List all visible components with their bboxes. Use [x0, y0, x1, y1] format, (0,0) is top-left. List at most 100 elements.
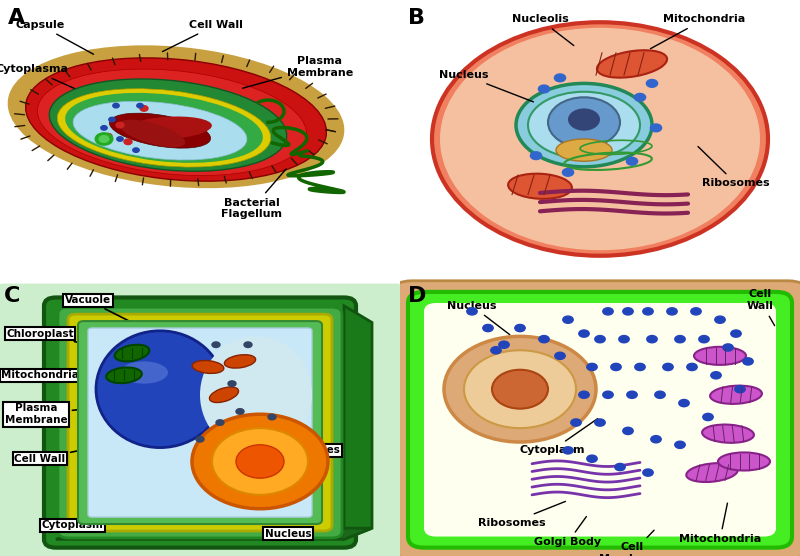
Circle shape: [530, 152, 542, 160]
Circle shape: [702, 414, 714, 420]
Circle shape: [104, 133, 112, 139]
Circle shape: [244, 342, 252, 348]
Circle shape: [622, 427, 634, 435]
Circle shape: [466, 307, 477, 315]
Ellipse shape: [686, 463, 738, 482]
Circle shape: [646, 80, 658, 87]
Circle shape: [627, 391, 638, 398]
Circle shape: [594, 335, 606, 342]
Ellipse shape: [694, 347, 746, 365]
Ellipse shape: [50, 79, 286, 171]
FancyBboxPatch shape: [408, 292, 792, 548]
Text: Mitochondria: Mitochondria: [679, 503, 761, 544]
Text: Chloroplast: Chloroplast: [6, 329, 86, 344]
Ellipse shape: [508, 173, 572, 199]
Circle shape: [674, 335, 685, 342]
Circle shape: [124, 139, 132, 145]
Ellipse shape: [210, 387, 238, 403]
Circle shape: [192, 414, 328, 509]
Circle shape: [95, 133, 113, 145]
Circle shape: [116, 122, 124, 128]
Circle shape: [578, 391, 589, 398]
Ellipse shape: [200, 336, 312, 453]
Circle shape: [499, 341, 509, 348]
Circle shape: [651, 436, 662, 443]
Ellipse shape: [8, 45, 344, 188]
Circle shape: [538, 85, 550, 93]
Circle shape: [117, 137, 123, 141]
Text: C: C: [4, 286, 20, 306]
Circle shape: [492, 370, 548, 409]
Text: Cell
Membrane: Cell Membrane: [599, 530, 665, 556]
Text: D: D: [408, 286, 426, 306]
Circle shape: [643, 469, 654, 476]
Circle shape: [228, 381, 236, 386]
FancyBboxPatch shape: [44, 297, 356, 548]
Circle shape: [734, 386, 746, 393]
Circle shape: [562, 447, 573, 454]
Text: Nucleolis: Nucleolis: [512, 14, 574, 46]
Text: A: A: [8, 8, 26, 28]
Circle shape: [268, 414, 276, 420]
Text: Cell Wall: Cell Wall: [162, 20, 243, 52]
Ellipse shape: [106, 368, 142, 383]
Circle shape: [490, 347, 501, 354]
Circle shape: [699, 335, 710, 342]
Text: Golgi Body: Golgi Body: [534, 517, 602, 547]
Polygon shape: [56, 528, 372, 539]
Circle shape: [626, 157, 638, 165]
Text: Nucleus: Nucleus: [447, 301, 510, 335]
Circle shape: [216, 420, 224, 425]
FancyBboxPatch shape: [88, 328, 312, 517]
Circle shape: [578, 330, 589, 337]
Circle shape: [101, 126, 107, 130]
Circle shape: [654, 391, 666, 398]
Circle shape: [619, 335, 630, 342]
Text: Nucleus: Nucleus: [265, 508, 311, 539]
Text: Vacuole: Vacuole: [65, 295, 130, 321]
Ellipse shape: [120, 361, 168, 384]
Circle shape: [634, 93, 646, 101]
Text: Cytoplasm: Cytoplasm: [41, 507, 118, 530]
Circle shape: [555, 353, 565, 360]
Circle shape: [710, 371, 722, 379]
Text: Plasma
Membrane: Plasma Membrane: [5, 404, 86, 425]
Circle shape: [731, 330, 742, 337]
Circle shape: [586, 364, 597, 370]
Circle shape: [611, 364, 622, 370]
Circle shape: [113, 103, 119, 108]
Ellipse shape: [26, 58, 326, 181]
FancyBboxPatch shape: [78, 321, 322, 524]
Circle shape: [690, 307, 701, 315]
Circle shape: [137, 103, 143, 108]
Circle shape: [548, 97, 620, 147]
Circle shape: [140, 106, 148, 111]
Circle shape: [464, 350, 576, 428]
Circle shape: [515, 325, 526, 331]
Circle shape: [483, 325, 493, 331]
Circle shape: [594, 419, 606, 426]
Ellipse shape: [114, 345, 150, 361]
Circle shape: [109, 117, 115, 122]
FancyBboxPatch shape: [68, 314, 332, 531]
Ellipse shape: [38, 69, 306, 176]
Circle shape: [236, 409, 244, 414]
Ellipse shape: [96, 331, 224, 448]
Ellipse shape: [528, 92, 640, 158]
Circle shape: [635, 364, 646, 370]
Text: Cytoplasma: Cytoplasma: [0, 64, 86, 93]
Text: B: B: [408, 8, 425, 28]
Circle shape: [440, 28, 760, 250]
Text: Ribosomes: Ribosomes: [478, 502, 566, 528]
Circle shape: [562, 168, 574, 176]
Circle shape: [196, 436, 204, 442]
Text: Ribosomes: Ribosomes: [258, 424, 340, 455]
Circle shape: [662, 364, 674, 370]
Circle shape: [554, 74, 566, 82]
FancyBboxPatch shape: [58, 307, 342, 538]
Ellipse shape: [702, 425, 754, 443]
Circle shape: [432, 22, 768, 256]
Circle shape: [723, 344, 734, 351]
Ellipse shape: [556, 139, 612, 161]
Text: Cell
Wall: Cell Wall: [746, 290, 774, 326]
